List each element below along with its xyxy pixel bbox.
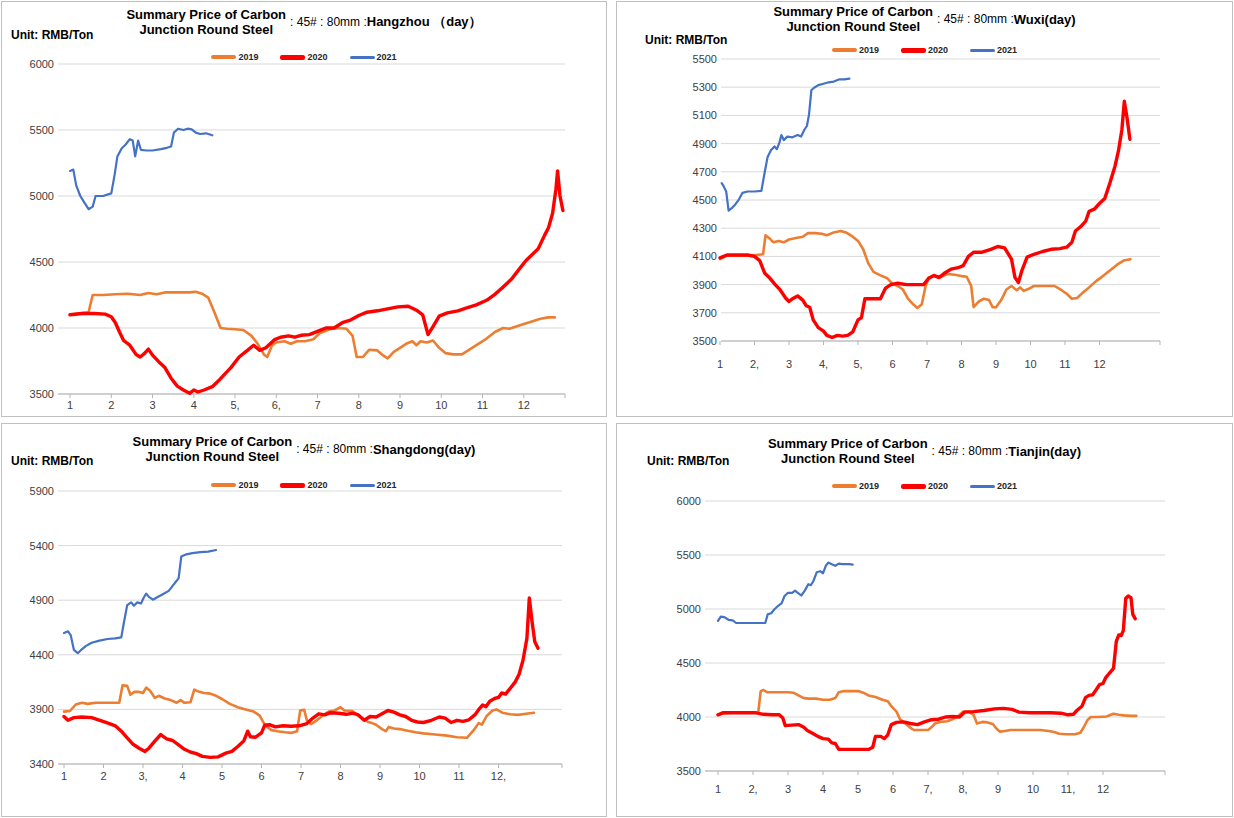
x-tick-label: 10 xyxy=(413,770,425,782)
y-tick-label: 4400 xyxy=(30,649,54,661)
line-chart-shangdong: 5900 5400 4900 4400 3900 3400 1 2 3, 4 5 6 7 8 9 10 11 12… xyxy=(2,424,606,816)
x-tick-label: 11 xyxy=(1059,358,1070,370)
y-tick-label: 5400 xyxy=(30,540,54,552)
y-tick-label: 3700 xyxy=(693,307,717,319)
y-tick-label: 3500 xyxy=(677,765,701,777)
x-tick-label: 9 xyxy=(377,770,383,782)
x-tick-label: 5, xyxy=(230,399,239,411)
x-tick-label: 8 xyxy=(337,770,343,782)
chart-panel-wuxi: Unit: RMB/Ton Summary Price of Carbon Ju… xyxy=(616,1,1233,417)
x-tick-label: 12 xyxy=(518,399,530,411)
x-tick-label: 1 xyxy=(717,358,723,370)
y-tick-label: 4900 xyxy=(30,594,54,606)
x-tick-label: 5, xyxy=(853,358,862,370)
y-tick-label: 3500 xyxy=(693,335,717,347)
y-tick-label: 3900 xyxy=(30,703,54,715)
series-line-2021 xyxy=(70,129,212,210)
line-chart-hangzhou: 60005500500045004000350012345,6,78910111… xyxy=(2,2,606,416)
x-tick-label: 9 xyxy=(397,399,403,411)
x-tick-label: 5 xyxy=(855,783,861,795)
y-tick-label: 5500 xyxy=(30,124,54,136)
x-tick-label: 1 xyxy=(61,770,67,782)
chart-panel-shangdong: Unit: RMB/Ton Summary Price of Carbon Ju… xyxy=(1,423,607,817)
x-tick-label: 4, xyxy=(819,358,828,370)
x-tick-label: 9 xyxy=(993,358,999,370)
x-tick-label: 4 xyxy=(179,770,185,782)
y-tick-label: 3400 xyxy=(30,758,54,770)
y-tick-label: 5000 xyxy=(677,603,701,615)
x-tick-label: 7 xyxy=(298,770,304,782)
series-line-2019 xyxy=(720,231,1131,308)
series-line-2020 xyxy=(718,596,1135,749)
y-tick-label: 3900 xyxy=(693,279,717,291)
y-tick-label: 5300 xyxy=(693,81,717,93)
y-tick-label: 4000 xyxy=(30,322,54,334)
x-tick-label: 10 xyxy=(1024,358,1036,370)
x-tick-label: 7 xyxy=(924,358,930,370)
y-tick-label: 5500 xyxy=(677,549,701,561)
series-line-2020 xyxy=(64,598,538,757)
chart-panel-tianjin: Unit: RMB/Ton Summary Price of Carbon Ju… xyxy=(616,423,1233,817)
y-tick-label: 5100 xyxy=(693,109,717,121)
x-tick-label: 2 xyxy=(108,399,114,411)
x-tick-label: 3, xyxy=(138,770,147,782)
x-tick-label: 12 xyxy=(1097,783,1109,795)
y-tick-label: 4500 xyxy=(693,194,717,206)
y-tick-label: 4900 xyxy=(693,138,717,150)
x-tick-label: 6 xyxy=(889,358,895,370)
y-tick-label: 4500 xyxy=(30,256,54,268)
x-tick-label: 2, xyxy=(748,783,757,795)
x-tick-label: 2 xyxy=(100,770,106,782)
x-tick-label: 6, xyxy=(272,399,281,411)
y-tick-label: 4300 xyxy=(693,222,717,234)
y-tick-label: 5500 xyxy=(693,53,717,65)
x-tick-label: 6 xyxy=(890,783,896,795)
line-chart-tianjin: 6000 5500 5000 4500 4000 3500 1 2, 3 4 5 6 7, 8, 9 10 11… xyxy=(617,424,1232,816)
x-tick-label: 8 xyxy=(356,399,362,411)
x-tick-label: 12 xyxy=(1093,358,1105,370)
x-tick-label: 8, xyxy=(958,783,967,795)
chart-panel-hangzhou: Unit: RMB/Ton Summary Price of Carbon Ju… xyxy=(1,1,607,417)
series-line-2021 xyxy=(64,550,216,653)
y-tick-label: 5900 xyxy=(30,485,54,497)
x-tick-label: 5 xyxy=(219,770,225,782)
x-tick-label: 2, xyxy=(750,358,759,370)
x-tick-label: 11 xyxy=(453,770,464,782)
y-tick-label: 6000 xyxy=(677,495,701,507)
x-tick-label: 11 xyxy=(477,399,488,411)
series-line-2021 xyxy=(722,79,850,211)
x-tick-label: 7 xyxy=(314,399,320,411)
series-line-2021 xyxy=(718,563,853,623)
y-tick-label: 4700 xyxy=(693,166,717,178)
x-tick-label: 1 xyxy=(715,783,721,795)
x-tick-label: 7, xyxy=(923,783,932,795)
x-tick-label: 9 xyxy=(995,783,1001,795)
x-tick-label: 3 xyxy=(149,399,155,411)
x-tick-label: 3 xyxy=(785,783,791,795)
x-tick-label: 4 xyxy=(191,399,197,411)
series-line-2019 xyxy=(64,685,534,737)
x-tick-label: 8 xyxy=(958,358,964,370)
x-tick-label: 3 xyxy=(786,358,792,370)
x-tick-label: 4 xyxy=(820,783,826,795)
y-tick-label: 4100 xyxy=(693,250,717,262)
line-chart-wuxi: 5500 5300 5100 4900 4700 4500 4300 4100 3900 3700… xyxy=(617,2,1232,416)
series-line-2020 xyxy=(70,171,563,393)
dashboard: Unit: RMB/Ton Summary Price of Carbon Ju… xyxy=(0,0,1234,818)
x-tick-label: 1 xyxy=(67,399,73,411)
x-tick-label: 11, xyxy=(1061,783,1075,795)
x-tick-label: 6 xyxy=(258,770,264,782)
y-tick-label: 4000 xyxy=(677,711,701,723)
y-tick-label: 6000 xyxy=(30,58,54,70)
x-tick-label: 12, xyxy=(491,770,506,782)
y-tick-label: 3500 xyxy=(30,388,54,400)
y-tick-label: 4500 xyxy=(677,657,701,669)
x-tick-label: 10 xyxy=(435,399,447,411)
x-tick-label: 10 xyxy=(1027,783,1039,795)
y-tick-label: 5000 xyxy=(30,190,54,202)
